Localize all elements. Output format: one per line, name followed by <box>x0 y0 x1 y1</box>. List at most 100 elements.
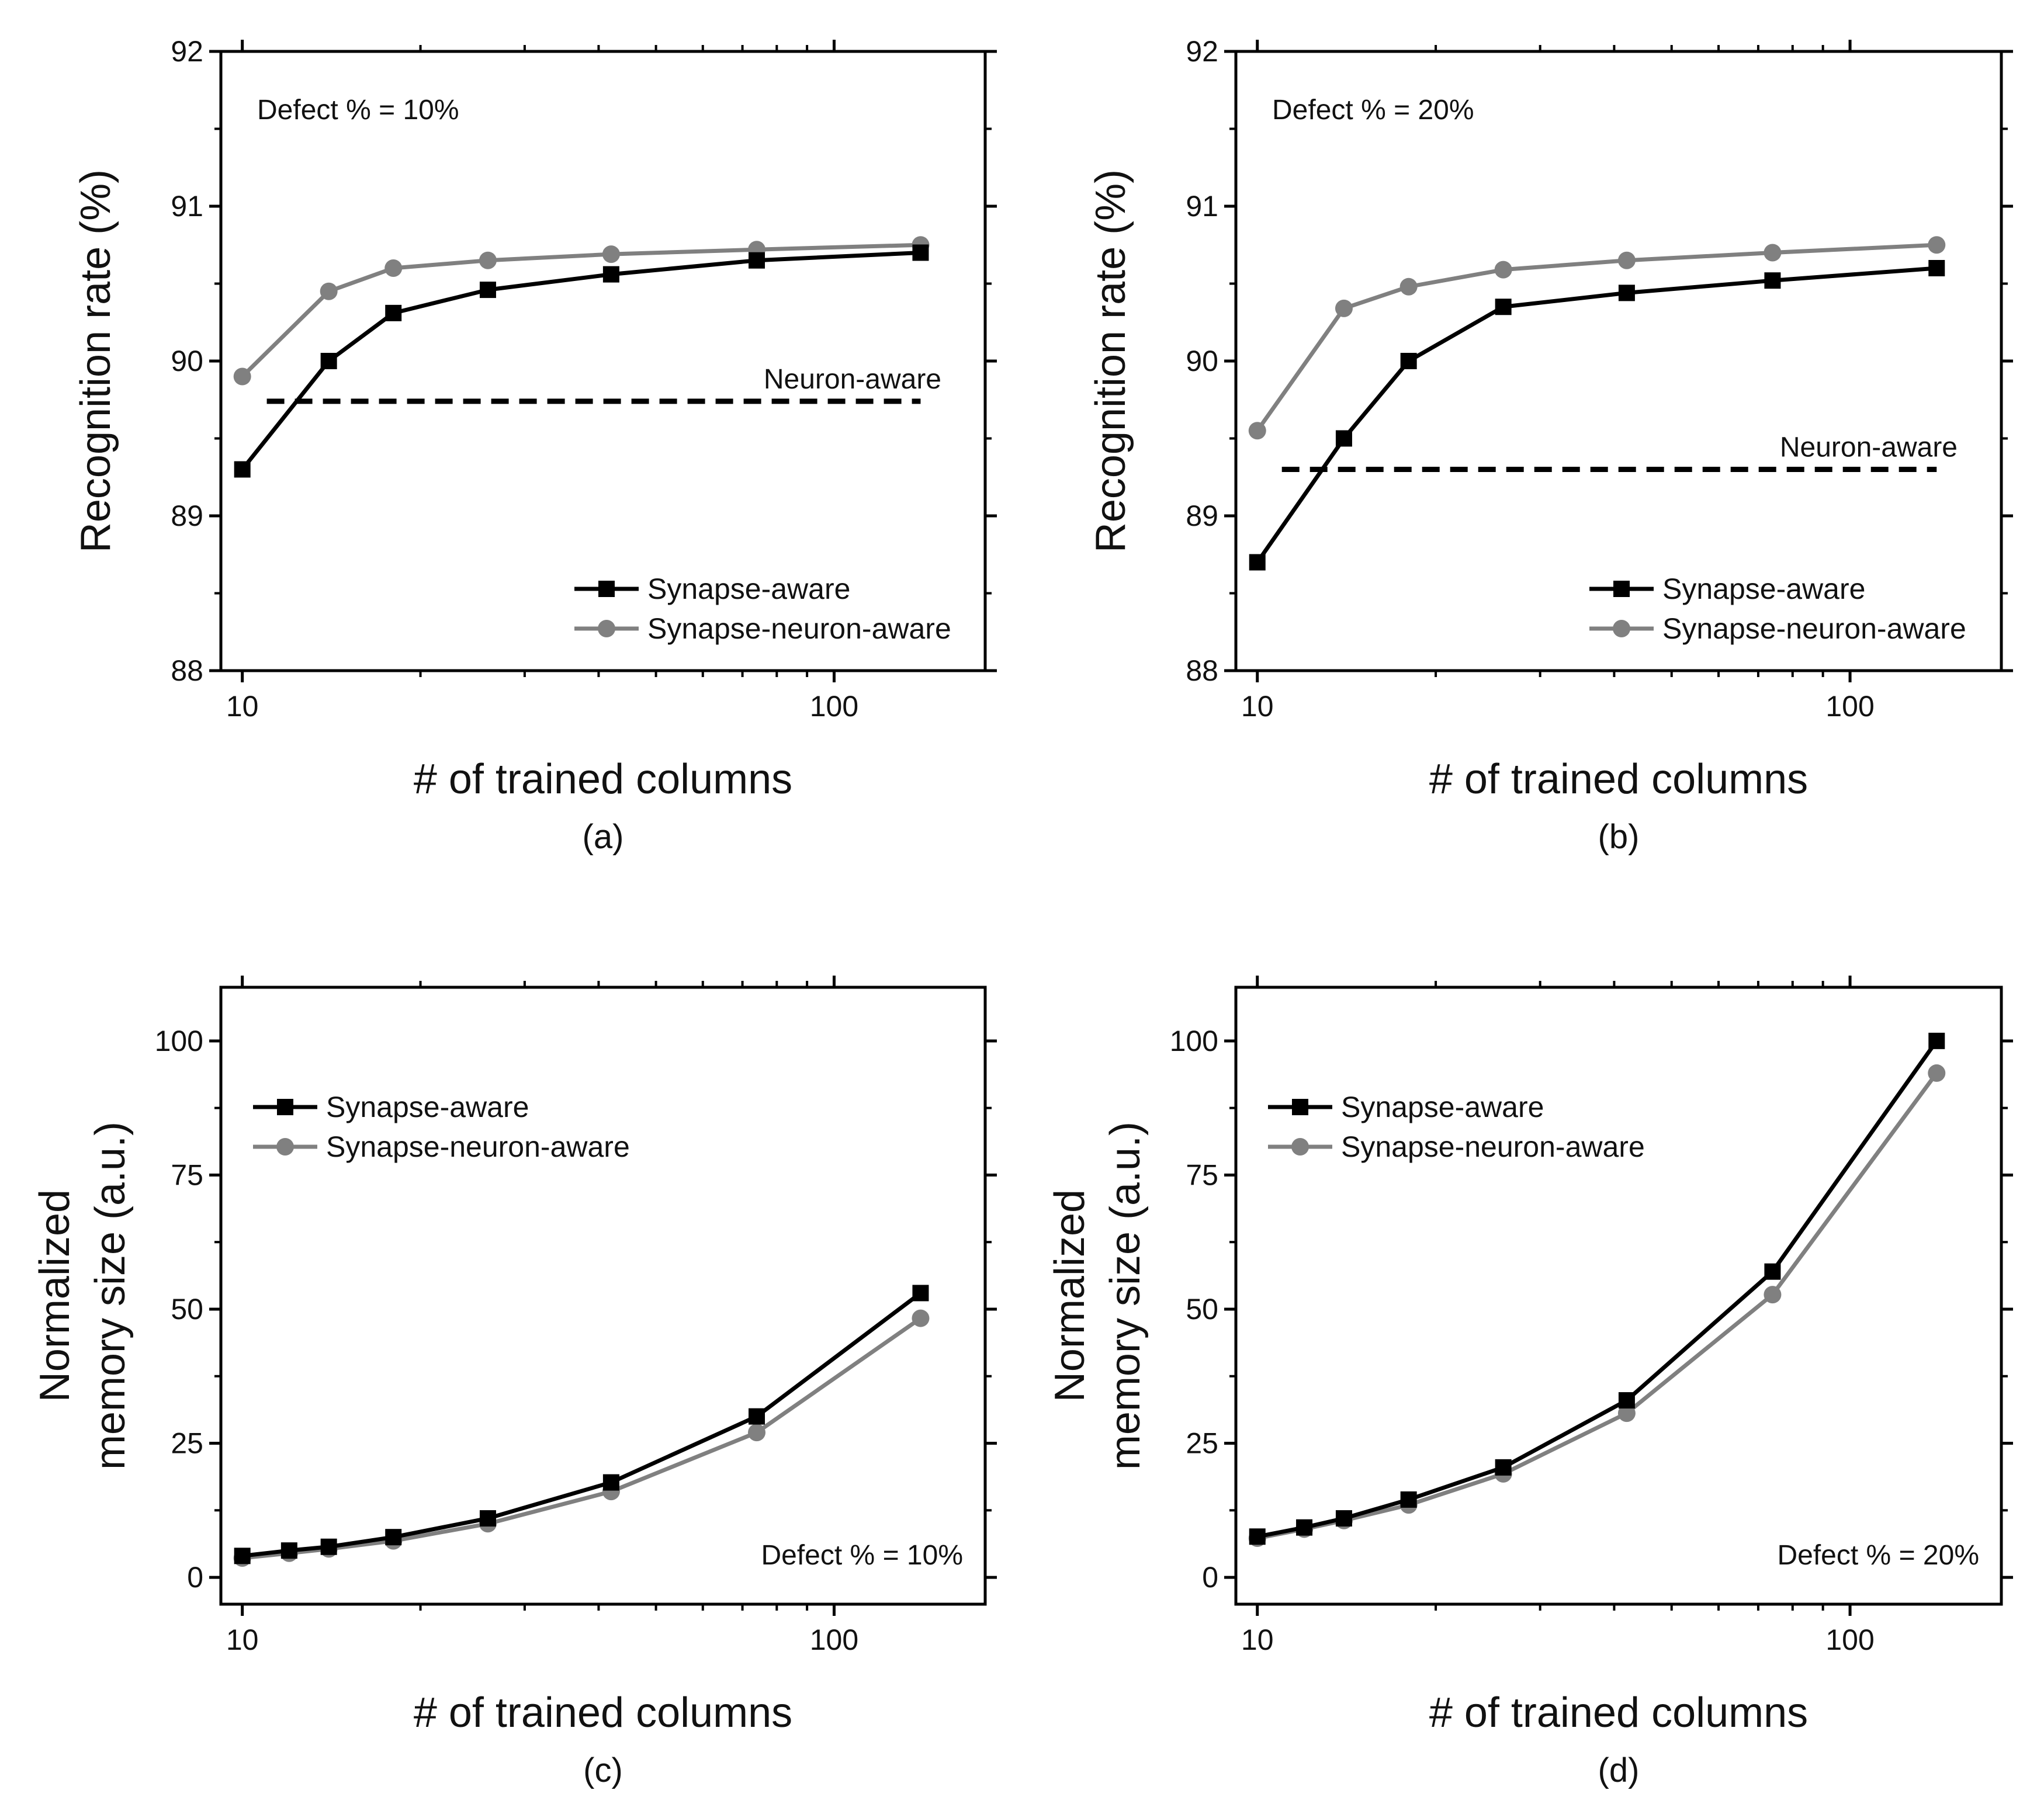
synapse-aware-marker <box>234 1548 251 1564</box>
x-axis-title: # of trained columns <box>414 1689 792 1736</box>
synapse-aware-marker <box>912 1285 929 1302</box>
y-tick-label: 90 <box>171 345 203 377</box>
synapse-aware-marker <box>1618 285 1635 301</box>
y-axis-title-line: memory size (a.u.) <box>87 1122 134 1470</box>
synapse-aware-marker <box>385 1529 402 1546</box>
legend-entry-synapse-aware: Synapse-aware <box>574 573 850 605</box>
synapse-aware-marker <box>602 266 619 283</box>
legend-circle-marker <box>1613 620 1630 637</box>
y-axis-title: Recognition rate (%) <box>1087 169 1134 553</box>
y-tick-label: 0 <box>1202 1561 1218 1594</box>
y-tick-label: 92 <box>1186 35 1218 68</box>
synapse-aware-marker <box>749 1408 765 1425</box>
defect-annotation: Defect % = 20% <box>1272 95 1474 126</box>
synapse-neuron-aware-marker <box>602 245 620 263</box>
synapse-neuron-aware-marker <box>1764 244 1782 262</box>
legend-entry-synapse-aware: Synapse-aware <box>253 1091 529 1123</box>
y-tick-label: 25 <box>171 1427 203 1460</box>
synapse-aware-marker <box>479 282 496 299</box>
synapse-neuron-aware-marker <box>320 282 338 300</box>
plot-frame <box>1234 50 2003 672</box>
synapse-neuron-aware-line <box>241 242 921 378</box>
synapse-aware-marker <box>1296 1519 1313 1536</box>
legend-entry-synapse-neuron-aware: Synapse-neuron-aware <box>574 612 951 645</box>
legend-square-marker <box>598 581 615 597</box>
synapse-neuron-aware-line <box>1255 242 1937 432</box>
y-tick-label: 91 <box>1186 190 1218 223</box>
synapse-aware-marker <box>749 252 765 269</box>
legend-entry-synapse-neuron-aware: Synapse-neuron-aware <box>253 1130 630 1163</box>
y-axis-title-line: memory size (a.u.) <box>1102 1122 1149 1470</box>
synapse-neuron-aware-marker <box>748 1424 766 1442</box>
synapse-aware-marker <box>1928 1032 1945 1049</box>
synapse-aware-marker <box>385 304 402 321</box>
x-tick-label: 10 <box>1241 690 1274 723</box>
y-tick-label: 89 <box>1186 499 1218 532</box>
synapse-aware-marker <box>479 1510 496 1527</box>
legend-label: Synapse-neuron-aware <box>647 612 951 645</box>
synapse-aware-marker <box>1495 1459 1512 1476</box>
plot-frame <box>1234 986 2003 1606</box>
y-tick-label: 89 <box>171 499 203 532</box>
y-axis-title-line: Normalized <box>32 1189 78 1402</box>
synapse-aware-marker <box>1249 1528 1266 1545</box>
legend-label: Synapse-neuron-aware <box>326 1130 630 1163</box>
legend-label: Synapse-aware <box>647 573 850 605</box>
synapse-neuron-aware-marker <box>1335 299 1353 317</box>
x-axis-title: # of trained columns <box>414 756 792 803</box>
x-tick-label: 10 <box>226 690 259 723</box>
legend-square-marker <box>1613 581 1630 597</box>
neuron-aware-label: Neuron-aware <box>764 364 941 395</box>
synapse-aware-marker <box>1335 1510 1352 1527</box>
chart-panel-d: 0 25 50 75 100 10 100 # of trained columns Norma… <box>1047 976 2013 1789</box>
synapse-neuron-aware-marker <box>384 259 403 277</box>
synapse-aware-marker <box>1335 430 1352 447</box>
x-tick-label: 100 <box>810 690 858 723</box>
synapse-aware-marker <box>602 1474 619 1491</box>
x-axis-title: # of trained columns <box>1429 756 1808 803</box>
synapse-neuron-aware-marker <box>1399 277 1418 296</box>
y-tick-label: 0 <box>187 1561 203 1594</box>
y-tick-label: 100 <box>1170 1025 1218 1057</box>
y-tick-label: 50 <box>1186 1293 1218 1326</box>
y-tick-label: 90 <box>1186 345 1218 377</box>
legend-entry-synapse-neuron-aware: Synapse-neuron-aware <box>1268 1130 1645 1163</box>
panel-label: (d) <box>1598 1751 1640 1789</box>
legend-circle-marker <box>1291 1138 1309 1156</box>
synapse-aware-marker <box>1618 1392 1635 1409</box>
synapse-aware-marker <box>1764 1263 1781 1280</box>
defect-annotation: Defect % = 10% <box>257 95 459 126</box>
x-tick-label: 100 <box>810 1623 858 1656</box>
panel-label: (a) <box>583 818 624 856</box>
synapse-aware-marker <box>280 1542 297 1559</box>
synapse-aware-marker <box>1249 554 1266 571</box>
synapse-neuron-aware-line <box>242 1316 922 1560</box>
chart-panel-c: 0 25 50 75 100 10 100 # of trained columns Norma… <box>32 976 997 1789</box>
synapse-aware-line <box>242 1291 922 1558</box>
synapse-neuron-aware-marker <box>1928 1064 1946 1082</box>
synapse-neuron-aware-marker <box>1617 1404 1636 1423</box>
defect-annotation: Defect % = 10% <box>761 1540 963 1571</box>
legend-entry-synapse-aware: Synapse-aware <box>1268 1091 1544 1123</box>
synapse-aware-marker <box>1495 299 1512 315</box>
synapse-aware-marker <box>320 353 337 369</box>
panel-label: (c) <box>583 1751 623 1789</box>
synapse-neuron-aware-marker <box>479 251 497 269</box>
legend-label: Synapse-neuron-aware <box>1662 612 1966 645</box>
synapse-neuron-aware-marker <box>1248 422 1266 440</box>
x-axis-title: # of trained columns <box>1429 1689 1808 1736</box>
synapse-neuron-aware-marker <box>233 367 251 386</box>
synapse-neuron-aware-marker <box>1494 261 1512 279</box>
x-tick-label: 10 <box>226 1623 259 1656</box>
y-tick-label: 91 <box>171 190 203 223</box>
x-tick-label: 100 <box>1825 690 1874 723</box>
y-tick-label: 88 <box>171 654 203 687</box>
synapse-aware-marker <box>1764 272 1781 289</box>
legend-square-marker <box>1292 1099 1308 1115</box>
legend-label: Synapse-neuron-aware <box>1341 1130 1645 1163</box>
panel-label: (b) <box>1598 818 1640 856</box>
neuron-aware-label: Neuron-aware <box>1780 432 1958 463</box>
synapse-aware-marker <box>234 461 251 478</box>
chart-panel-b: 88 89 90 91 92 10 100 # of trained columns Recog… <box>1087 35 2013 856</box>
